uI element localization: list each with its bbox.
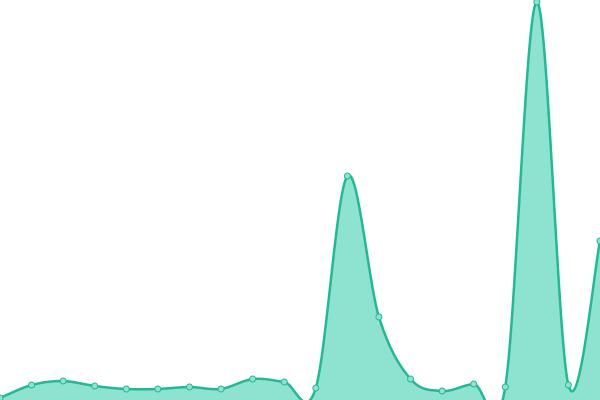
- point: [217, 385, 225, 393]
- point: [533, 0, 541, 6]
- point: [375, 313, 383, 321]
- point: [185, 383, 193, 391]
- point: [470, 380, 478, 388]
- point: [596, 237, 600, 245]
- point: [407, 375, 415, 383]
- point: [0, 394, 4, 400]
- point: [438, 387, 446, 395]
- point: [280, 378, 288, 386]
- point: [343, 172, 351, 180]
- point: [122, 385, 130, 393]
- point: [564, 381, 572, 389]
- point: [249, 375, 257, 383]
- point: [501, 383, 509, 391]
- point: [91, 382, 99, 390]
- point: [154, 385, 162, 393]
- point: [59, 377, 67, 385]
- point: [28, 381, 36, 389]
- point: [312, 384, 320, 392]
